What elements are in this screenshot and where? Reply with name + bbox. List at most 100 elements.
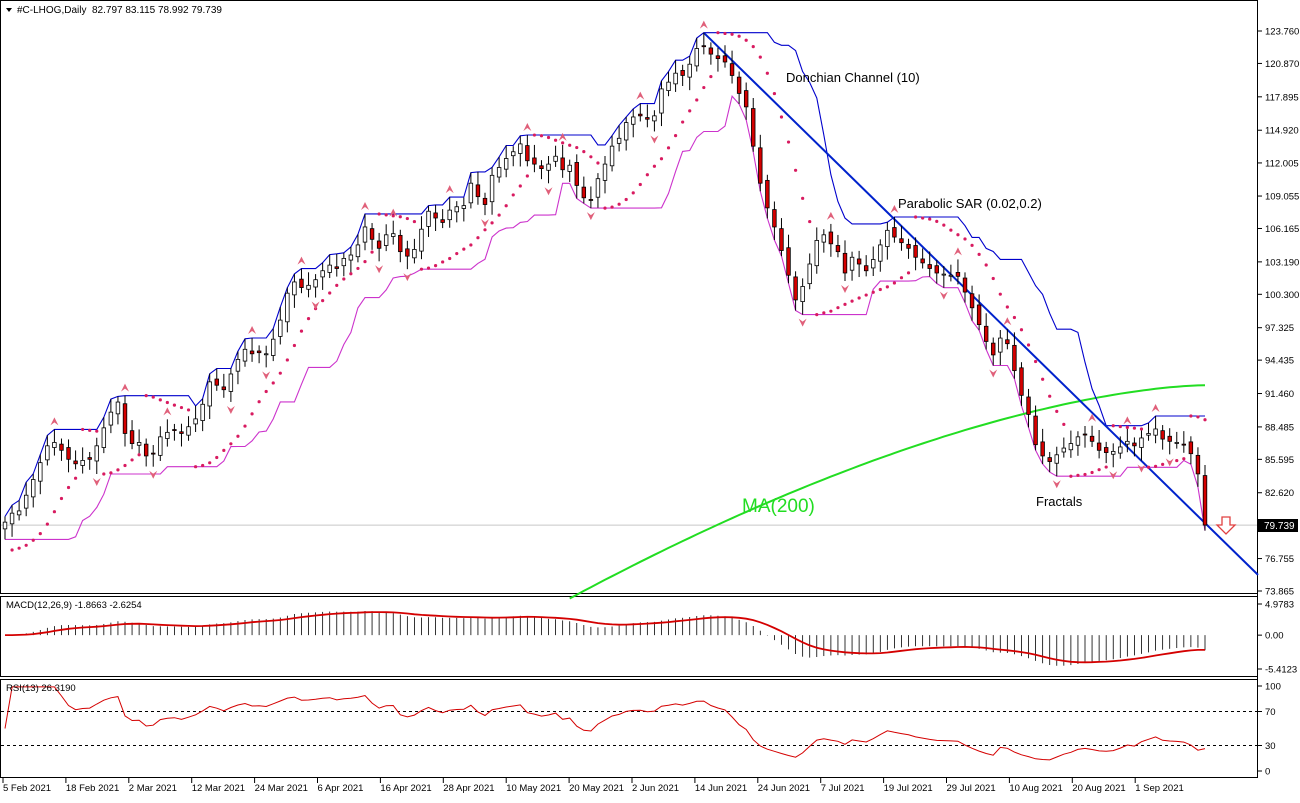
candle-body[interactable] xyxy=(899,238,904,244)
candle-body[interactable] xyxy=(143,443,149,457)
candle-body[interactable] xyxy=(842,252,848,274)
candle-body[interactable] xyxy=(1153,428,1158,436)
candle-body[interactable] xyxy=(722,55,728,63)
candle-body[interactable] xyxy=(256,350,262,354)
candle-body[interactable] xyxy=(553,155,558,162)
candle-body[interactable] xyxy=(1033,415,1038,446)
candle-body[interactable] xyxy=(285,292,290,323)
candle-body[interactable] xyxy=(200,403,205,421)
candle-body[interactable] xyxy=(1188,441,1194,455)
candle-body[interactable] xyxy=(193,418,198,425)
candle-body[interactable] xyxy=(1054,454,1059,464)
candle-body[interactable] xyxy=(334,266,339,269)
candle-body[interactable] xyxy=(1160,430,1165,440)
candle-body[interactable] xyxy=(962,277,968,293)
candle-body[interactable] xyxy=(828,231,834,245)
candle-body[interactable] xyxy=(447,209,452,221)
candle-body[interactable] xyxy=(1139,437,1144,448)
candle-body[interactable] xyxy=(998,337,1003,353)
candle-body[interactable] xyxy=(115,401,121,415)
candle-body[interactable] xyxy=(362,226,368,243)
candle-body[interactable] xyxy=(320,270,325,278)
candle-body[interactable] xyxy=(687,63,692,78)
candle-body[interactable] xyxy=(525,145,530,162)
candle-body[interactable] xyxy=(1167,435,1172,442)
candle-body[interactable] xyxy=(673,72,678,85)
candle-body[interactable] xyxy=(666,81,671,91)
candle-body[interactable] xyxy=(221,386,227,391)
candle-body[interactable] xyxy=(306,284,311,290)
candle-body[interactable] xyxy=(807,263,812,285)
candle-body[interactable] xyxy=(1005,339,1010,345)
candle-body[interactable] xyxy=(16,510,22,516)
candle-body[interactable] xyxy=(856,258,862,265)
candle-body[interactable] xyxy=(786,247,791,276)
candle-body[interactable] xyxy=(511,151,516,157)
candle-body[interactable] xyxy=(405,248,410,257)
candle-body[interactable] xyxy=(348,254,354,261)
candle-body[interactable] xyxy=(235,359,241,372)
candle-body[interactable] xyxy=(878,244,883,262)
candle-body[interactable] xyxy=(680,69,685,76)
candle-body[interactable] xyxy=(631,116,636,125)
candle-body[interactable] xyxy=(991,342,996,356)
candle-body[interactable] xyxy=(1132,442,1137,447)
candle-body[interactable] xyxy=(108,411,114,426)
candle-body[interactable] xyxy=(179,431,184,434)
candle-body[interactable] xyxy=(1103,447,1109,453)
candle-body[interactable] xyxy=(983,325,989,342)
candle-body[interactable] xyxy=(172,429,177,431)
candle-body[interactable] xyxy=(482,197,488,205)
candle-body[interactable] xyxy=(299,278,304,288)
candle-body[interactable] xyxy=(814,240,819,267)
candle-body[interactable] xyxy=(1026,396,1031,415)
candle-body[interactable] xyxy=(871,259,876,269)
candle-body[interactable] xyxy=(560,157,565,171)
candle-body[interactable] xyxy=(969,293,975,309)
candle-body[interactable] xyxy=(1089,435,1095,442)
candle-body[interactable] xyxy=(821,234,827,243)
candle-body[interactable] xyxy=(920,258,925,264)
candle-body[interactable] xyxy=(1125,440,1130,445)
candle-body[interactable] xyxy=(1118,446,1123,454)
candle-body[interactable] xyxy=(779,228,784,251)
candle-body[interactable] xyxy=(412,249,417,259)
candle-body[interactable] xyxy=(186,426,191,436)
candle-body[interactable] xyxy=(165,431,170,439)
candle-body[interactable] xyxy=(136,442,142,446)
candle-body[interactable] xyxy=(751,108,756,147)
candle-body[interactable] xyxy=(976,304,982,326)
candle-body[interactable] xyxy=(694,48,699,67)
candle-body[interactable] xyxy=(391,233,396,237)
candle-body[interactable] xyxy=(602,163,608,181)
candle-body[interactable] xyxy=(1047,457,1052,462)
candle-body[interactable] xyxy=(906,243,911,249)
candle-body[interactable] xyxy=(454,206,459,213)
candle-body[interactable] xyxy=(539,165,544,170)
candle-body[interactable] xyxy=(1068,443,1074,451)
candle-body[interactable] xyxy=(496,167,502,178)
candle-body[interactable] xyxy=(242,348,248,362)
candle-body[interactable] xyxy=(616,137,622,144)
candle-body[interactable] xyxy=(249,350,255,355)
candle-body[interactable] xyxy=(941,273,947,276)
candle-body[interactable] xyxy=(913,245,918,258)
candle-body[interactable] xyxy=(574,162,579,186)
candle-body[interactable] xyxy=(214,378,219,386)
candle-body[interactable] xyxy=(228,373,234,392)
candle-body[interactable] xyxy=(743,90,749,108)
candle-body[interactable] xyxy=(278,319,283,337)
candle-body[interactable] xyxy=(581,186,587,199)
candle-body[interactable] xyxy=(207,381,212,407)
candle-body[interactable] xyxy=(292,281,297,296)
candle-body[interactable] xyxy=(263,353,269,356)
candle-body[interactable] xyxy=(461,205,467,209)
candle-body[interactable] xyxy=(623,122,629,141)
candle-body[interactable] xyxy=(645,117,650,120)
chevron-down-icon[interactable] xyxy=(6,8,12,12)
candle-body[interactable] xyxy=(1019,367,1024,396)
candle-body[interactable] xyxy=(73,460,78,465)
candle-body[interactable] xyxy=(793,276,798,301)
